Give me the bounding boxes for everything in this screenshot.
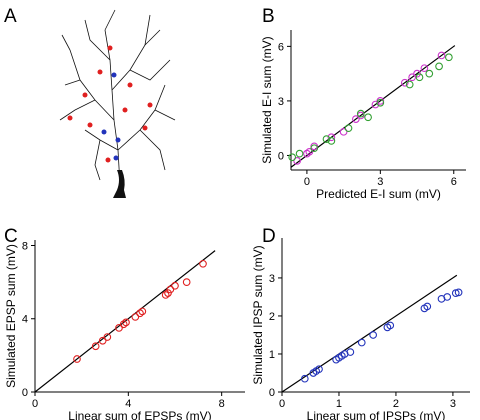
point xyxy=(339,127,348,136)
x-axis-label: Predicted E-I sum (mV) xyxy=(316,187,441,201)
y-tick-label: 6 xyxy=(278,41,284,53)
point xyxy=(182,278,191,286)
point xyxy=(199,259,207,268)
point xyxy=(171,281,179,290)
point xyxy=(386,321,395,330)
x-axis-label: Linear sum of EPSPs (mV) xyxy=(68,409,211,420)
y-tick-label: 8 xyxy=(22,240,28,252)
point xyxy=(138,307,147,316)
point xyxy=(295,149,304,158)
x-tick-label: 2 xyxy=(393,398,399,410)
point xyxy=(136,309,144,318)
point xyxy=(423,302,432,311)
identity-line xyxy=(281,274,458,393)
point xyxy=(315,365,323,374)
x-tick-label: 1 xyxy=(336,398,342,410)
point xyxy=(405,80,414,89)
y-axis-label: Simulated EPSP sum (mV) xyxy=(4,244,18,388)
x-tick-label: 0 xyxy=(279,398,285,410)
x-tick-label: 3 xyxy=(377,176,383,188)
point xyxy=(376,98,385,107)
x-tick-label: 0 xyxy=(32,398,38,410)
y-tick-label: 0 xyxy=(278,150,284,162)
point xyxy=(322,135,331,143)
point xyxy=(327,137,336,145)
point xyxy=(408,73,417,82)
point xyxy=(115,324,123,332)
y-tick-label: 1 xyxy=(269,349,275,361)
point xyxy=(73,355,81,363)
point xyxy=(300,374,309,383)
point xyxy=(327,133,336,142)
synapse-markers xyxy=(67,45,153,163)
panel-label: D xyxy=(262,226,276,247)
point xyxy=(369,331,378,339)
panel-label: B xyxy=(262,6,275,27)
point xyxy=(119,320,128,329)
point xyxy=(443,293,452,301)
point xyxy=(293,157,301,165)
point xyxy=(371,100,380,109)
neuron-soma xyxy=(113,170,126,198)
point xyxy=(122,318,130,327)
y-tick-label: 4 xyxy=(22,314,28,326)
point xyxy=(288,153,297,162)
x-tick-label: 8 xyxy=(219,398,225,410)
point xyxy=(161,291,170,299)
point xyxy=(98,336,107,345)
point xyxy=(344,124,353,133)
y-tick-label: 0 xyxy=(22,387,28,399)
point xyxy=(420,64,429,73)
x-tick-label: 4 xyxy=(125,398,131,410)
point xyxy=(445,53,453,62)
point xyxy=(103,333,112,341)
point xyxy=(131,313,140,321)
panel-label: C xyxy=(4,226,18,247)
y-tick-label: 2 xyxy=(269,311,275,323)
point xyxy=(91,342,100,351)
point xyxy=(356,109,365,118)
y-tick-label: 3 xyxy=(269,273,275,285)
point xyxy=(166,285,175,294)
point xyxy=(435,62,443,71)
point xyxy=(400,78,409,87)
x-tick-label: 6 xyxy=(451,176,457,188)
panel-label: A xyxy=(4,6,17,27)
point xyxy=(437,51,446,60)
x-tick-label: 3 xyxy=(450,398,456,410)
y-tick-label: 3 xyxy=(278,96,284,108)
point xyxy=(415,73,424,82)
y-axis-label: Simulated E-I sum (mV) xyxy=(260,36,274,163)
y-tick-label: 0 xyxy=(269,387,275,399)
point xyxy=(303,149,311,158)
point xyxy=(357,338,366,347)
point xyxy=(454,288,463,297)
point xyxy=(305,147,314,156)
neuron-drawing xyxy=(59,9,176,186)
point xyxy=(352,115,360,123)
point xyxy=(346,348,355,356)
x-tick-label: 0 xyxy=(304,176,310,188)
x-axis-label: Linear sum of IPSPs (mV) xyxy=(307,409,446,420)
y-axis-label: Simulated IPSP sum (mV) xyxy=(251,245,265,384)
point xyxy=(364,113,372,122)
point xyxy=(425,69,434,78)
point xyxy=(310,144,319,153)
